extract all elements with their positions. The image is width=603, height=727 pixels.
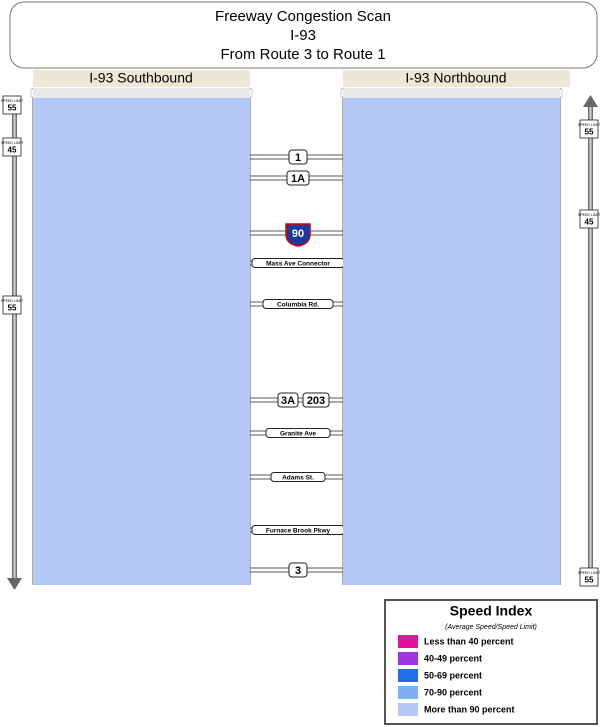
title-box	[9, 1, 598, 69]
title-line: From Route 3 to Route 1	[220, 46, 385, 63]
landmark-box	[286, 170, 310, 186]
speed-sign	[2, 137, 22, 157]
legend-label: 70-90 percent	[424, 687, 482, 697]
direction-arrow	[12, 110, 17, 580]
legend-label: Less than 40 percent	[424, 636, 514, 646]
landmark-label: Furnace Brook Pkwy	[266, 528, 331, 535]
landmark-label: 3	[295, 565, 301, 577]
speed-sign-caption: SPEED LIMIT	[578, 213, 601, 217]
legend-title: Speed Index	[450, 603, 533, 619]
speed-sign-caption: SPEED LIMIT	[578, 123, 601, 127]
speed-sign-value: 55	[8, 304, 17, 313]
speed-sign-caption: SPEED LIMIT	[1, 299, 24, 303]
legend-subtitle: (Average Speed/Speed Limit)	[445, 624, 537, 631]
speed-sign-value: 45	[8, 146, 17, 155]
legend-swatch	[398, 652, 418, 665]
legend-swatch	[398, 703, 418, 716]
speed-sign-caption: SPEED LIMIT	[1, 141, 24, 145]
landmark-label: 203	[307, 395, 325, 407]
landmark-label: 1A	[291, 173, 305, 185]
time-axis-band	[343, 88, 560, 98]
landmark-label: 90	[292, 228, 304, 240]
interstate-shield	[285, 223, 311, 247]
landmark-box	[288, 149, 308, 165]
title-line: I-93	[290, 27, 316, 44]
landmark-box	[262, 299, 334, 309]
landmark-box	[288, 562, 308, 578]
speed-sign-value: 45	[585, 218, 594, 227]
legend-swatch	[398, 686, 418, 699]
time-axis-band	[33, 88, 250, 98]
speed-sign	[2, 295, 22, 315]
legend-swatch	[398, 635, 418, 648]
legend-label: 50-69 percent	[424, 670, 482, 680]
speed-sign-value: 55	[585, 576, 594, 585]
landmark-label: 3A	[281, 395, 295, 407]
panel-background	[343, 88, 560, 585]
landmark-box	[302, 392, 330, 408]
speed-sign-caption: SPEED LIMIT	[578, 571, 601, 575]
landmark-label: 1	[295, 152, 301, 164]
speed-sign	[579, 119, 599, 139]
speed-sign-caption: SPEED LIMIT	[1, 99, 24, 103]
panel-title: I-93 Northbound	[405, 70, 506, 86]
arrow-head	[7, 578, 22, 590]
landmark-label: Granite Ave	[280, 431, 316, 438]
speed-sign-value: 55	[8, 104, 17, 113]
legend-label: 40-49 percent	[424, 653, 482, 663]
speed-sign	[579, 209, 599, 229]
title-line: Freeway Congestion Scan	[215, 8, 391, 25]
landmark-box	[277, 392, 299, 408]
legend-swatch	[398, 669, 418, 682]
landmark-label: Mass Ave Connector	[266, 261, 330, 268]
landmark-label: Columbia Rd.	[277, 302, 319, 309]
arrow-head	[583, 95, 598, 107]
panel-title: I-93 Southbound	[89, 70, 193, 86]
direction-arrow	[588, 105, 593, 580]
legend-box	[384, 599, 598, 725]
speed-sign-value: 55	[585, 128, 594, 137]
speed-sign	[579, 567, 599, 587]
landmark-label: Adams St.	[282, 475, 314, 482]
speed-sign	[2, 95, 22, 115]
legend-label: More than 90 percent	[424, 704, 515, 714]
panel-background	[33, 88, 250, 585]
panel-header	[33, 70, 250, 87]
panel-header	[343, 70, 570, 87]
landmark-box	[265, 428, 331, 438]
landmark-box	[270, 472, 326, 482]
